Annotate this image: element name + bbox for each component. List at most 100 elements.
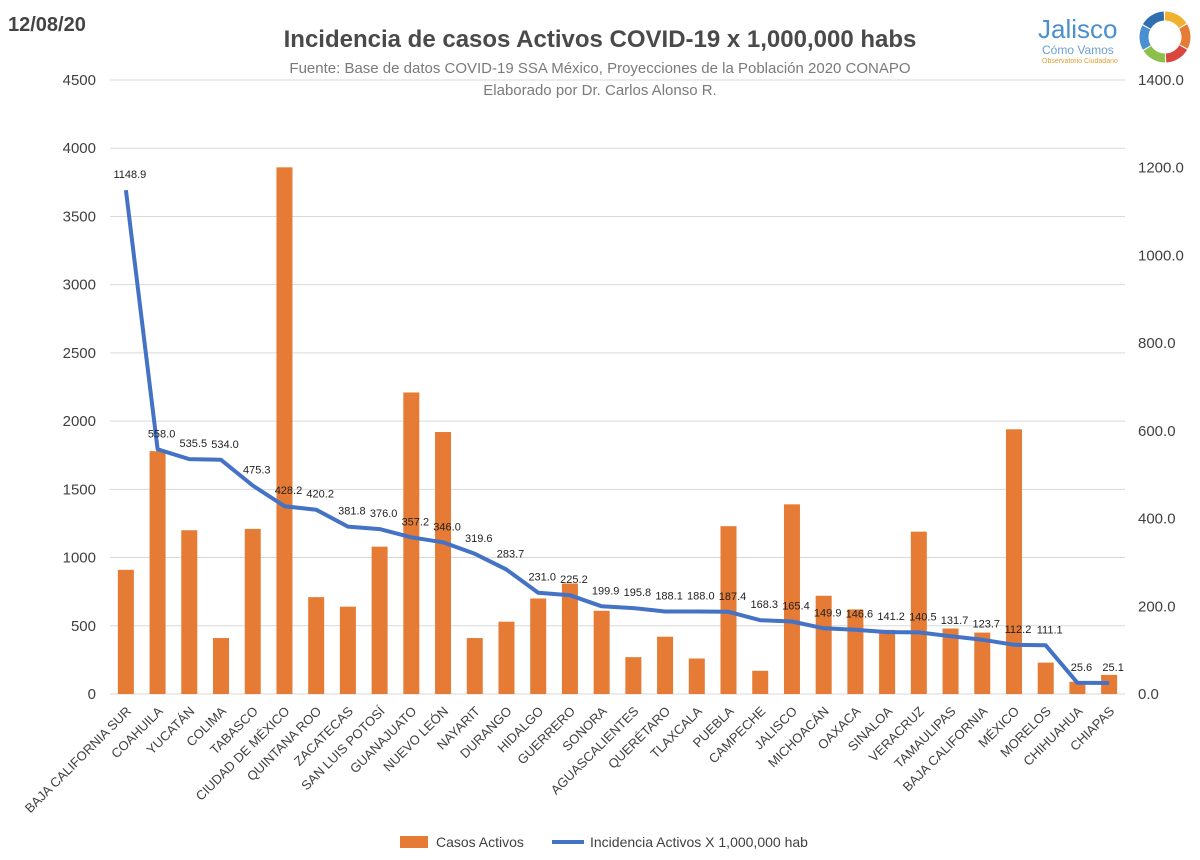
logo-ring-segment [1143,45,1166,63]
data-label: 195.8 [624,587,652,599]
logo-ring-segment [1179,24,1191,49]
bar [498,621,515,694]
bar-series [117,167,1118,694]
logo-ring-segment [1139,25,1151,50]
legend-bar-label: Casos Activos [436,834,524,850]
bar [561,583,578,694]
data-label: 319.6 [465,533,493,545]
left-tick-label: 2000 [63,413,96,430]
data-label: 111.1 [1037,624,1063,636]
left-tick-label: 2500 [63,345,96,362]
bar [435,432,452,694]
left-tick-label: 1500 [63,481,96,498]
left-tick-label: 500 [71,618,96,635]
bar [625,657,642,694]
data-label: 25.1 [1102,662,1123,674]
left-tick-label: 4000 [63,140,96,157]
left-tick-label: 0 [88,686,96,703]
bar [466,638,483,694]
legend: Casos Activos Incidencia Activos X 1,000,… [400,834,808,850]
bar [339,606,356,694]
data-label: 376.0 [370,508,398,520]
jalisco-logo: Jalisco Cómo Vamos Observatorio Ciudadan… [1030,10,1195,70]
data-label: 199.9 [592,585,620,597]
data-label: 149.9 [814,607,842,619]
grid-lines [110,79,1125,695]
bar [815,595,832,694]
left-tick-label: 3500 [63,208,96,225]
line-series [123,189,1110,685]
data-label: 123.7 [973,619,1001,631]
bar [244,528,261,694]
bar [276,167,293,694]
right-tick-label: 1200.0 [1138,160,1184,177]
data-label: 534.0 [211,439,239,451]
data-label: 420.2 [306,489,334,501]
incidence-line [123,189,1110,685]
chart-title: Incidencia de casos Activos COVID-19 x 1… [283,26,917,53]
logo-small-text: Observatorio Ciudadano [1042,58,1118,65]
data-label: 146.6 [846,609,874,621]
data-label: 535.5 [180,438,208,450]
line-data-labels: 1148.9 558.0 535.5 534.0 475.3 428.2 420.2 381.… [113,169,1123,674]
bar [1005,429,1022,694]
chart-source: Fuente: Base de datos COVID-19 SSA Méxic… [289,60,911,77]
bar [974,632,991,694]
data-label: 428.2 [275,485,303,497]
bar [213,638,230,694]
data-label: 558.0 [148,428,176,440]
data-label: 381.8 [338,506,366,518]
bar [752,670,769,694]
bar [657,636,674,694]
data-label: 346.0 [433,521,461,533]
right-tick-label: 1000.0 [1138,247,1184,264]
left-tick-label: 1000 [63,550,96,567]
report-date: 12/08/20 [8,14,86,36]
logo-ring-segment [1142,11,1165,30]
right-axis: 0.0 200.0 400.0 600.0 800.0 1000.0 1200.0 1400.… [1138,72,1184,703]
bar [879,629,896,694]
logo-name: Jalisco [1038,14,1118,44]
data-label: 231.0 [528,572,556,584]
data-label: 188.0 [687,591,715,603]
right-tick-label: 1400.0 [1138,72,1184,89]
logo-ring-segment [1165,44,1188,63]
right-tick-label: 0.0 [1138,686,1159,703]
bar [149,451,166,694]
logo-ring-segment [1164,11,1187,29]
data-label: 188.1 [655,591,683,603]
right-tick-label: 600.0 [1138,423,1176,440]
bar [1037,662,1054,694]
bar [371,546,388,694]
bar [530,598,547,694]
data-label: 475.3 [243,465,271,477]
bar [910,531,927,694]
chart-author: Elaborado por Dr. Carlos Alonso R. [483,82,717,99]
data-label: 168.3 [750,599,778,611]
data-label: 131.7 [941,615,969,627]
data-label: 25.6 [1071,662,1092,674]
data-label: 112.2 [1005,624,1032,636]
left-axis: 0 500 1000 1500 2000 2500 3000 3500 4000 4500 [63,72,96,703]
bar [403,392,420,694]
data-label: 283.7 [497,549,525,561]
bar [308,597,325,694]
data-label: 165.4 [782,600,810,612]
legend-bar-swatch [400,836,428,848]
bar [1101,674,1118,694]
logo-tagline: Cómo Vamos [1042,43,1114,57]
left-tick-label: 3000 [63,277,96,294]
bar [688,658,705,694]
bar [847,609,864,694]
data-label: 187.4 [719,591,747,603]
right-tick-label: 200.0 [1138,598,1176,615]
legend-line-label: Incidencia Activos X 1,000,000 hab [590,834,808,850]
bar [117,569,134,694]
right-tick-label: 800.0 [1138,335,1176,352]
data-label: 1148.9 [113,169,146,181]
data-label: 357.2 [402,516,430,528]
right-tick-label: 400.0 [1138,511,1176,528]
logo-ring-icon [1139,11,1191,63]
